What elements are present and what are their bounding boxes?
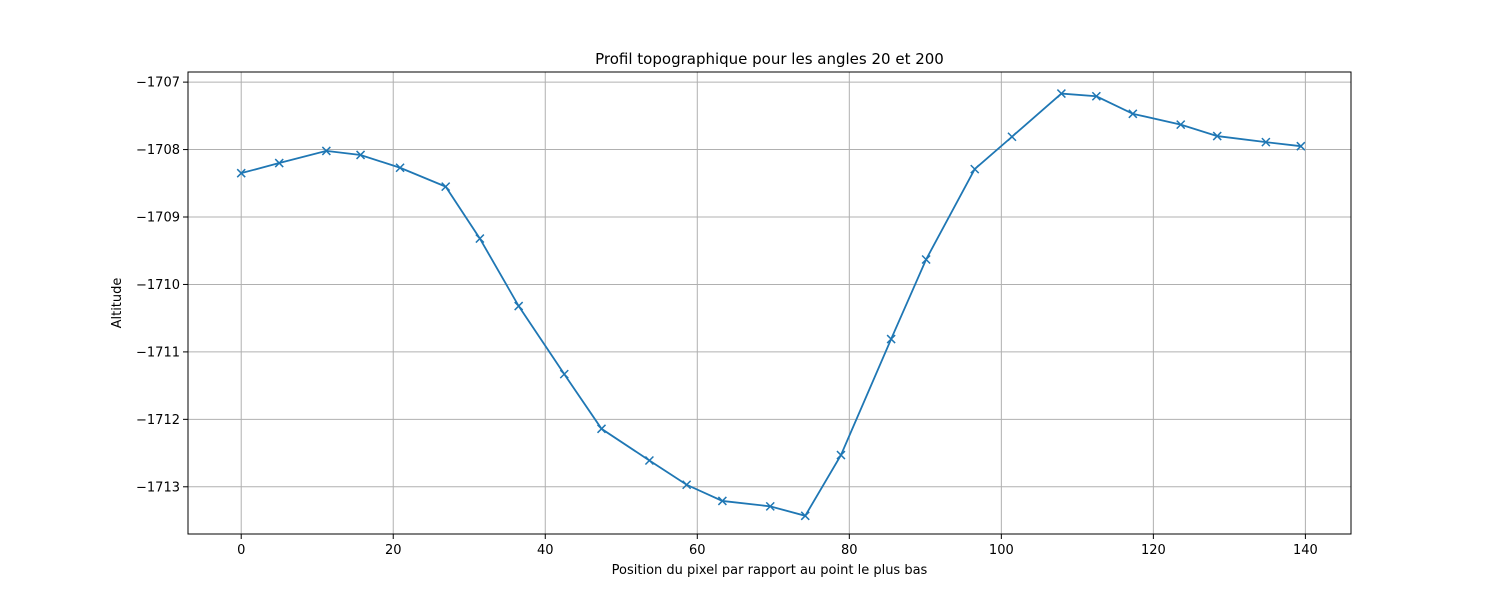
data-point-marker [395,163,405,173]
y-tick-label: −1713 [136,480,180,495]
data-point-marker [1176,120,1186,130]
data-point-marker [236,168,246,178]
x-tick-label: 80 [841,543,858,558]
plot-frame [187,71,1352,535]
data-point-marker [921,254,931,265]
data-point-marker [765,501,775,511]
data-point-marker [1212,131,1222,141]
data-point-marker [836,450,846,460]
y-tick-label: −1710 [136,278,180,293]
grid [188,72,1351,534]
y-axis-label: Altitude [110,278,125,329]
data-point-marker [356,150,366,160]
y-tick-label: −1708 [136,143,180,158]
data-point-marker [970,164,980,174]
x-tick-label: 40 [537,543,554,558]
y-tick-label: −1711 [136,345,180,360]
data-point-marker [1128,109,1138,119]
data-point-marker [886,334,896,344]
data-point-marker [559,369,569,379]
data-point-marker [1261,137,1271,147]
data-point-marker [1056,89,1066,99]
x-tick-label: 100 [989,543,1014,558]
x-axis: 0 20 40 60 80 100 120 140 [237,534,1318,558]
data-point-marker [1007,132,1017,142]
data-point-marker [682,480,692,490]
plot-background [188,72,1351,534]
y-tick-label: −1709 [136,211,180,226]
data-point-marker [644,455,654,466]
data-point-marker [274,158,284,168]
x-tick-label: 0 [237,543,245,558]
data-point-marker [1296,141,1306,151]
x-tick-label: 120 [1141,543,1166,558]
y-tick-label: −1707 [136,76,180,91]
x-tick-label: 60 [689,543,706,558]
data-point-marker [475,234,485,244]
series-group [236,89,1306,521]
x-axis-label: Position du pixel par rapport au point l… [612,563,928,578]
data-point-marker [514,301,524,311]
data-point-marker [441,182,451,192]
x-tick-label: 20 [385,543,402,558]
y-tick-label: −1712 [136,413,180,428]
data-point-marker [800,511,810,521]
y-axis: −1707 −1708 −1709 −1710 −1711 −1712 −1713 [136,76,188,495]
data-point-marker [717,496,727,506]
data-point-marker [1091,91,1101,101]
data-point-marker [596,424,607,434]
x-tick-label: 140 [1293,543,1318,558]
data-point-marker [321,146,331,156]
chart-title: Profil topographique pour les angles 20 … [595,50,944,68]
